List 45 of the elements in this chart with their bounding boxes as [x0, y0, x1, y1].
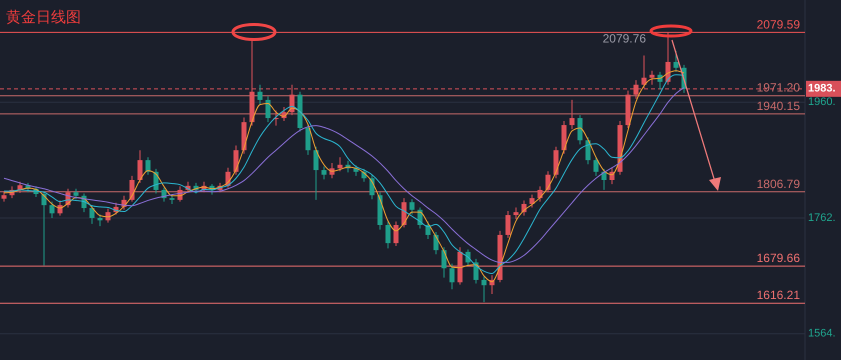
candlestick: [50, 201, 54, 218]
ref-line-label: 1806.79: [756, 176, 800, 191]
candlestick: [578, 114, 582, 145]
y-tick-label: 1564.: [808, 328, 836, 340]
ref-line-label: 1971.20: [756, 80, 800, 95]
candlestick: [2, 190, 6, 202]
candlestick: [58, 200, 62, 216]
candlestick: [394, 220, 398, 247]
candlestick: [234, 145, 238, 176]
candlestick: [338, 156, 342, 172]
candlestick: [146, 156, 150, 176]
candlestick: [450, 263, 454, 290]
candlestick: [106, 208, 110, 224]
candlestick: [258, 84, 262, 106]
text: 黄金日线图: [6, 9, 81, 26]
candlestick: [74, 188, 78, 200]
candlestick: [314, 146, 318, 200]
candlestick: [674, 50, 678, 72]
candlestick: [386, 220, 390, 249]
ref-line-label: 2079.59: [756, 17, 800, 32]
y-tick-label: 1960.: [808, 96, 836, 108]
ref-line-label: 1940.15: [756, 98, 800, 113]
candlestick: [594, 156, 598, 176]
candlestick: [130, 175, 134, 202]
candlestick: [410, 198, 414, 215]
ref-line-label: 1983.: [808, 82, 836, 95]
candlestick: [266, 96, 270, 123]
candlestick: [170, 194, 174, 204]
y-tick-label: 1762.: [808, 212, 836, 224]
candlestick: [90, 204, 94, 224]
ref-line-label: 1679.66: [756, 251, 800, 266]
candlestick: [482, 276, 486, 303]
candlestick: [514, 206, 518, 220]
candlestick: [546, 170, 550, 193]
ref-line-label: 1616.21: [756, 288, 800, 302]
candlestick: [306, 124, 310, 156]
candlestick: [570, 99, 574, 130]
candlestick: [402, 198, 406, 228]
candlestick: [506, 210, 510, 238]
candlestick: [138, 150, 142, 184]
candlestick: [322, 166, 326, 180]
candlestick: [442, 246, 446, 278]
annotation: 2079.76: [602, 31, 646, 46]
candlestick: [98, 214, 102, 227]
candlestick: [530, 194, 534, 208]
